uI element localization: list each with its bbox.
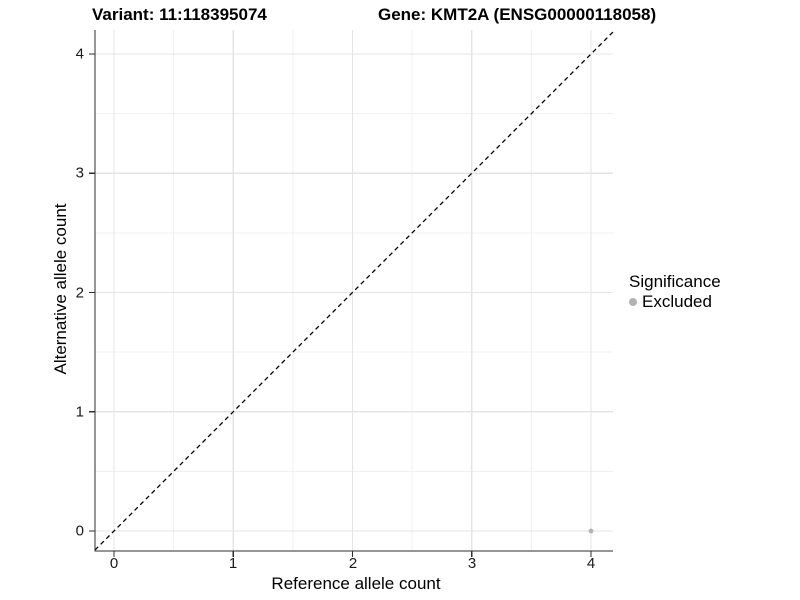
- x-tick-label-0: 0: [109, 555, 119, 572]
- x-axis-title: Reference allele count: [271, 574, 441, 593]
- y-tick-label-2: 2: [75, 284, 84, 302]
- y-tick-label-1: 1: [75, 403, 84, 421]
- legend-item-excluded: Excluded: [629, 292, 721, 312]
- y-tick-label-0: 0: [75, 522, 84, 540]
- plot-title-gene: Gene: KMT2A (ENSG00000118058): [378, 5, 657, 24]
- x-tick-label-1: 1: [228, 555, 238, 572]
- legend: Significance Excluded: [629, 272, 721, 312]
- plot-title-variant: Variant: 11:118395074: [92, 5, 267, 24]
- y-tick-label-4: 4: [75, 45, 84, 63]
- y-axis-title: Alternative allele count: [51, 203, 70, 375]
- data-point-excluded: [588, 528, 594, 534]
- legend-title: Significance: [629, 272, 721, 291]
- x-tick-label-4: 4: [586, 555, 596, 572]
- x-tick-label-3: 3: [467, 555, 477, 572]
- legend-key-dot: [629, 298, 637, 306]
- y-tick-label-3: 3: [75, 164, 84, 182]
- legend-item-label: Excluded: [642, 292, 712, 311]
- identity-line: [94, 31, 614, 551]
- x-tick-label-2: 2: [348, 555, 358, 572]
